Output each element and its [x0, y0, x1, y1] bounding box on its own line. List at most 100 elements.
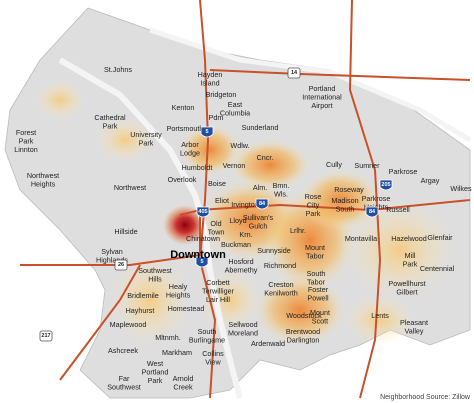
label-line: University: [130, 130, 162, 139]
label-line: Valley: [404, 327, 423, 336]
label-line: Heights: [166, 291, 191, 300]
heat: [35, 80, 85, 120]
label-line: Krn.: [239, 230, 252, 239]
label-line: Rose: [305, 192, 322, 201]
label-line: Mill: [405, 251, 416, 260]
label-line: Old: [210, 219, 221, 228]
label-line: Far: [119, 374, 130, 383]
label-line: Abernethy: [225, 266, 258, 275]
label-line: Heights: [31, 180, 56, 189]
heat: [95, 118, 155, 162]
label-line: Island: [200, 79, 219, 88]
label-line: Parkrose: [362, 194, 391, 203]
neighborhood-label: Overlook: [168, 175, 197, 184]
neighborhood-label: Collins View: [202, 349, 224, 367]
label-line: Columbia: [220, 109, 250, 118]
label-line: Southwest: [107, 383, 141, 392]
label-line: Glenfair: [427, 233, 453, 242]
neighborhood-label: Sullivan's Gulch: [243, 213, 274, 231]
neighborhood-label: Rose City Park: [305, 192, 322, 218]
neighborhood-label: Hillside: [114, 227, 137, 236]
neighborhood-label: Southwest Hills: [138, 266, 172, 284]
label-line: Madison: [331, 196, 358, 205]
highway-number: 84: [369, 209, 376, 215]
heat: [180, 125, 240, 175]
label-line: Park: [103, 122, 118, 131]
highway-shield: [196, 206, 210, 218]
neighborhood-label: Cncr.: [257, 153, 274, 162]
label-line: Ashcreek: [108, 346, 138, 355]
label-line: Highlands: [96, 256, 128, 265]
neighborhood-label: Alm.: [253, 183, 267, 192]
downtown-label: Downtown: [170, 249, 226, 261]
neighborhood-label: Hosford Abernethy: [225, 257, 258, 275]
neighborhood-label: Madison South: [331, 196, 358, 214]
label-line: Russell: [386, 205, 410, 214]
label-line: Northwest: [27, 171, 59, 180]
neighborhood-label: Roseway: [334, 185, 364, 194]
river: [149, 27, 472, 143]
label-line: Park: [148, 376, 163, 385]
highway-number: 14: [291, 70, 298, 76]
neighborhood-label: Hazelwood: [391, 234, 427, 243]
label-line: Forest: [16, 128, 36, 137]
neighborhood-label: Pleasant Valley: [400, 318, 428, 336]
neighborhood-label: Woodstock: [286, 311, 322, 320]
heat: [300, 170, 380, 230]
labels: St.Johns Hayden Island Bridgeton Kenton East C…: [14, 65, 472, 392]
label-line: Markham: [162, 348, 192, 357]
neighborhood-label: Bmn. Wls.: [273, 181, 290, 199]
label-line: Moreland: [228, 329, 258, 338]
neighborhood-label: Hayhurst: [126, 306, 155, 315]
neighborhood-label: Sunderland: [242, 123, 279, 132]
neighborhood-label: East Columbia: [220, 100, 250, 118]
label-line: Parkrose: [389, 167, 418, 176]
neighborhood-label: Portsmouth: [167, 124, 204, 133]
neighborhood-label: South Tabor: [307, 269, 326, 287]
neighborhood-label: Arbor Lodge: [180, 140, 200, 158]
neighborhood-label: Russell: [386, 205, 410, 214]
label-line: Burlingame: [189, 336, 225, 345]
neighborhood-label: Argay: [421, 176, 440, 185]
source-note: Neighborhood Source: Zillow: [380, 394, 471, 401]
label-line: Hayhurst: [126, 306, 155, 315]
label-line: Brentwood: [286, 327, 320, 336]
heat: [255, 275, 345, 345]
neighborhood-label: Sunnyside: [257, 246, 291, 255]
label-line: Corbett: [206, 278, 230, 287]
label-line: Tabor: [306, 252, 325, 261]
neighborhood-label: Lrlhr.: [290, 226, 306, 235]
highway-shield: [365, 206, 379, 218]
label-line: Pleasant: [400, 318, 428, 327]
neighborhood-label: St.Johns: [104, 65, 132, 74]
label-line: Sunnyside: [257, 246, 291, 255]
label-line: Humboldt: [182, 163, 213, 172]
highway-shield: [200, 126, 214, 138]
label-line: Foster: [308, 285, 329, 294]
label-line: Richmond: [264, 261, 296, 270]
neighborhood-label: Creston Kenilworth: [264, 280, 298, 298]
label-line: Boise: [208, 179, 226, 188]
label-line: Park: [139, 139, 154, 148]
label-line: Montavilla: [345, 234, 377, 243]
neighborhood-label: Centennial: [420, 264, 455, 273]
label-line: Cully: [326, 160, 342, 169]
neighborhood-label: Bridgeton: [206, 90, 237, 99]
label-line: Gulch: [249, 222, 268, 231]
highway-number: 84: [259, 201, 266, 207]
highway-shield: [255, 198, 269, 210]
label-line: Lair Hill: [206, 295, 230, 304]
neighborhood-label: Glenfair: [427, 233, 453, 242]
label-line: Portsmouth: [167, 124, 204, 133]
label-line: Park: [306, 209, 321, 218]
label-line: Hayden: [198, 70, 223, 79]
neighborhood-label: Kenton: [172, 103, 195, 112]
neighborhood-label: Cully: [326, 160, 342, 169]
label-line: Roseway: [334, 185, 364, 194]
highway-number: 26: [118, 262, 124, 268]
label-line: Vernon: [223, 161, 246, 170]
highway-shield: [39, 330, 53, 342]
label-line: Airport: [311, 101, 332, 110]
highway-shield: [114, 259, 128, 271]
